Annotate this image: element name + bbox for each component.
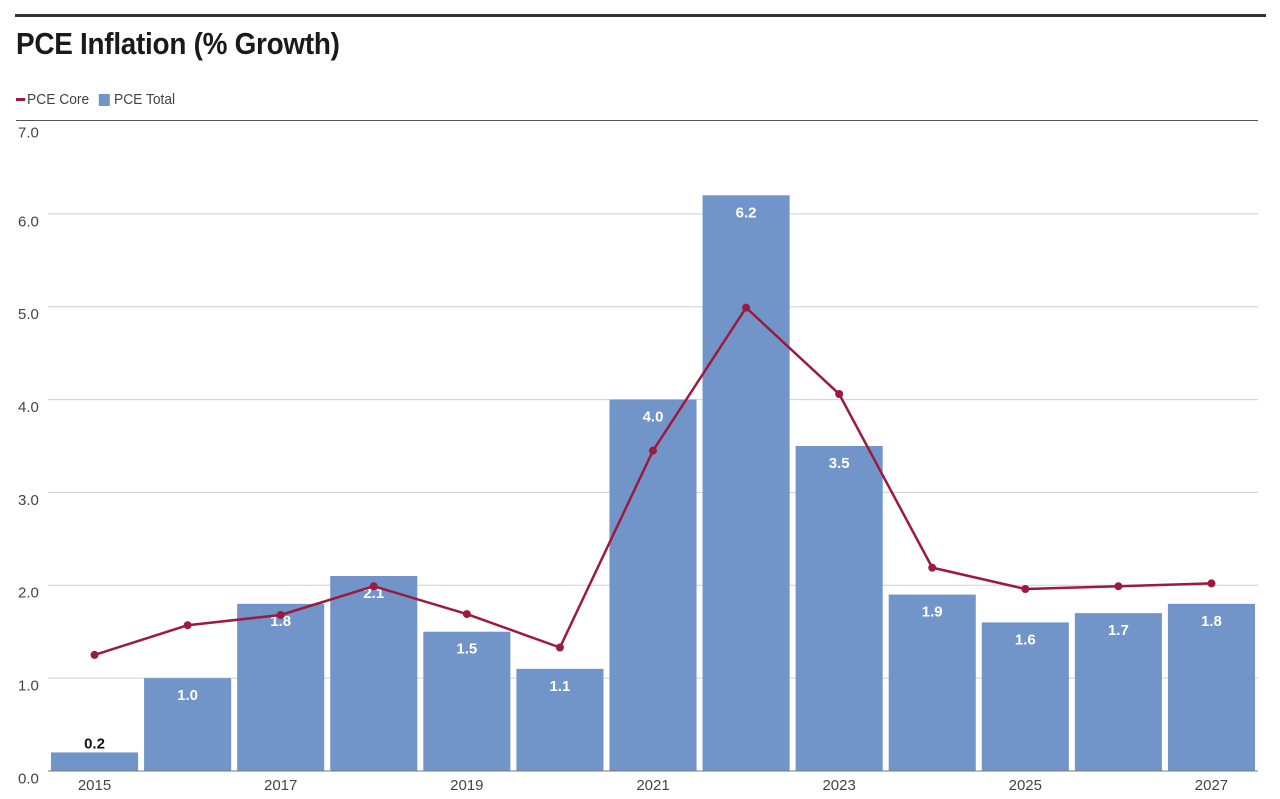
bar-data-label: 1.8 (1201, 613, 1222, 630)
point-pce-core (742, 303, 751, 312)
point-pce-core (1114, 582, 1123, 591)
bar-data-label: 3.5 (829, 455, 850, 472)
legend-line-swatch (16, 98, 26, 101)
bar-pce-total (423, 631, 511, 771)
bar-pce-total (981, 622, 1069, 771)
y-tick-label: 5.0 (18, 306, 39, 323)
y-tick-label: 2.0 (18, 585, 39, 602)
bar-pce-total (51, 752, 139, 771)
legend: PCE Core PCE Total (16, 91, 184, 108)
top-rule (15, 14, 1266, 17)
bar-pce-total (516, 668, 604, 771)
bar-data-label: 1.9 (922, 604, 943, 621)
point-pce-core (928, 563, 937, 572)
bar-pce-total (144, 678, 232, 771)
point-pce-core (369, 582, 378, 591)
bar-data-label: 0.2 (84, 735, 105, 752)
y-tick-label: 0.0 (18, 770, 39, 787)
bar-pce-total (795, 446, 883, 771)
bar-data-label: 4.0 (643, 409, 664, 426)
y-tick-label: 3.0 (18, 492, 39, 509)
bar-data-label: 6.2 (736, 204, 757, 221)
bar-pce-total (1074, 613, 1162, 771)
point-pce-core (183, 621, 192, 630)
bar-data-label: 1.5 (456, 641, 477, 658)
point-pce-core (555, 643, 564, 652)
bar-data-label: 1.7 (1108, 622, 1129, 639)
bar-pce-total (1167, 603, 1255, 771)
bar-pce-total (330, 576, 418, 771)
legend-label-pce-core: PCE Core (27, 91, 90, 108)
x-tick-label: 2017 (264, 777, 297, 794)
chart-title: PCE Inflation (% Growth) (16, 26, 340, 61)
bar-pce-total (237, 603, 325, 771)
legend-rule (16, 120, 1258, 121)
y-tick-label: 1.0 (18, 678, 39, 695)
point-pce-core (462, 610, 471, 619)
x-tick-label: 2015 (78, 777, 111, 794)
legend-item-pce-core: PCE Core (16, 91, 89, 108)
y-tick-label: 4.0 (18, 399, 39, 416)
bar-data-label: 1.1 (549, 678, 570, 695)
x-tick-label: 2023 (822, 777, 855, 794)
point-pce-core (1207, 579, 1216, 588)
y-tick-label: 7.0 (18, 124, 39, 141)
bar-data-label: 1.0 (177, 687, 198, 704)
bar-data-label: 1.8 (270, 613, 291, 630)
x-tick-label: 2025 (1009, 777, 1042, 794)
point-pce-core (90, 650, 99, 659)
x-tick-label: 2021 (636, 777, 669, 794)
bar-data-label: 2.1 (363, 585, 384, 602)
x-tick-label: 2019 (450, 777, 483, 794)
legend-label-pce-total: PCE Total (114, 91, 176, 108)
point-pce-core (276, 611, 285, 619)
legend-bar-swatch (98, 93, 110, 106)
legend-item-pce-total: PCE Total (98, 91, 175, 108)
point-pce-core (1021, 585, 1030, 593)
y-tick-label: 6.0 (18, 213, 39, 230)
bar-pce-total (609, 399, 697, 771)
bar-pce-total (888, 594, 976, 771)
bar-pce-total (702, 195, 790, 772)
x-tick-label: 2027 (1195, 777, 1228, 794)
bar-data-label: 1.6 (1015, 631, 1036, 648)
point-pce-core (835, 390, 844, 398)
point-pce-core (649, 446, 657, 455)
